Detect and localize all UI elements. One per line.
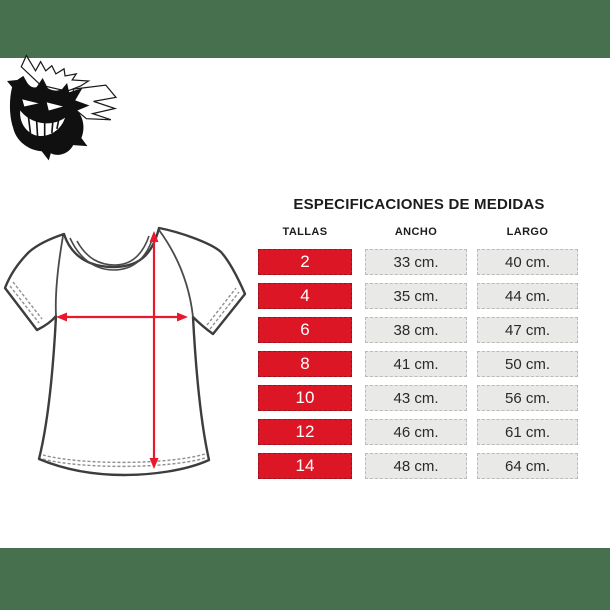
largo-cell: 40 cm.	[477, 249, 578, 275]
size-chart-header: TALLAS ANCHO LARGO	[258, 226, 580, 238]
largo-cell: 50 cm.	[477, 351, 578, 377]
column-header-ancho: ANCHO	[394, 226, 438, 238]
ancho-cell: 33 cm.	[365, 249, 467, 275]
size-cell: 2	[258, 249, 352, 275]
ancho-cell: 41 cm.	[365, 351, 467, 377]
size-cell: 4	[258, 283, 352, 309]
size-chart-title: ESPECIFICACIONES DE MEDIDAS	[293, 196, 545, 213]
largo-cell: 56 cm.	[477, 385, 578, 411]
size-row: 8 41 cm. 50 cm.	[258, 351, 580, 377]
ancho-cell: 35 cm.	[365, 283, 467, 309]
gengar-silhouette-icon	[7, 54, 118, 161]
largo-cell: 61 cm.	[477, 419, 578, 445]
tshirt-outline	[3, 226, 247, 477]
column-header-tallas: TALLAS	[282, 226, 328, 238]
tshirt-diagram	[3, 226, 247, 477]
vertical-double-arrow-icon	[149, 231, 159, 469]
size-row: 4 35 cm. 44 cm.	[258, 283, 580, 309]
size-row: 10 43 cm. 56 cm.	[258, 385, 580, 411]
size-chart: ESPECIFICACIONES DE MEDIDAS TALLAS ANCHO…	[258, 196, 580, 487]
size-cell: 6	[258, 317, 352, 343]
ancho-cell: 43 cm.	[365, 385, 467, 411]
size-row: 14 48 cm. 64 cm.	[258, 453, 580, 479]
size-cell: 14	[258, 453, 352, 479]
column-header-largo: LARGO	[506, 226, 549, 238]
ancho-cell: 38 cm.	[365, 317, 467, 343]
size-chart-rows: 2 33 cm. 40 cm. 4 35 cm. 44 cm. 6 38 cm.…	[258, 249, 580, 479]
bottom-green-band	[0, 548, 610, 610]
size-cell: 12	[258, 419, 352, 445]
largo-cell: 64 cm.	[477, 453, 578, 479]
size-row: 2 33 cm. 40 cm.	[258, 249, 580, 275]
largo-cell: 44 cm.	[477, 283, 578, 309]
horizontal-double-arrow-icon	[56, 312, 188, 322]
size-cell: 8	[258, 351, 352, 377]
size-cell: 10	[258, 385, 352, 411]
ancho-cell: 48 cm.	[365, 453, 467, 479]
size-row: 12 46 cm. 61 cm.	[258, 419, 580, 445]
ancho-cell: 46 cm.	[365, 419, 467, 445]
largo-cell: 47 cm.	[477, 317, 578, 343]
top-green-band	[0, 0, 610, 58]
size-row: 6 38 cm. 47 cm.	[258, 317, 580, 343]
